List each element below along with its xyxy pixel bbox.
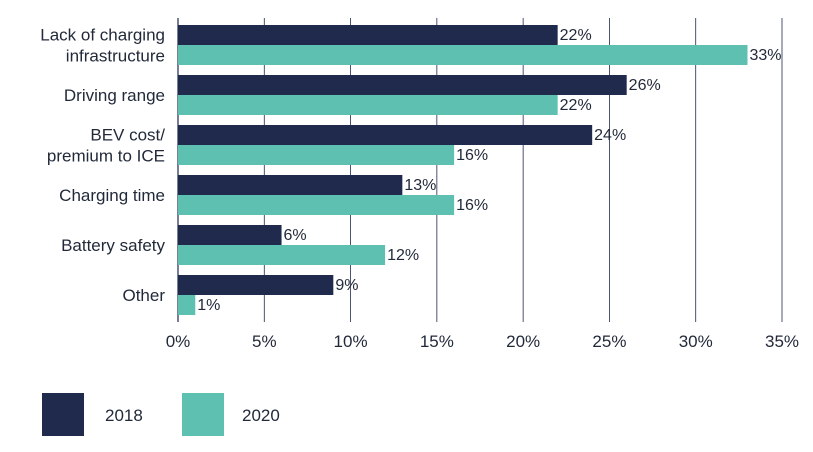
x-tick-label: 30%: [679, 332, 713, 351]
bar-2020: [178, 145, 455, 165]
x-tick-label: 10%: [334, 332, 368, 351]
data-label: 12%: [387, 247, 419, 264]
bar-2018: [178, 75, 627, 95]
data-label: 6%: [284, 227, 307, 244]
x-tick-label: 15%: [420, 332, 454, 351]
data-labels: 22%33%26%22%24%16%13%16%6%12%9%1%: [197, 27, 781, 314]
x-axis-tick-labels: 0% 5% 10% 15% 20% 25% 30% 35%: [166, 332, 799, 351]
bar-2020: [178, 45, 748, 65]
category-label: BEV cost/: [90, 126, 165, 145]
category-label: Driving range: [64, 86, 165, 105]
legend-label-2020: 2020: [242, 406, 280, 425]
bar-2020: [178, 195, 455, 215]
bar-2018: [178, 275, 334, 295]
gridlines: [177, 18, 783, 322]
x-tick-label: 35%: [765, 332, 799, 351]
bar-2020: [178, 295, 196, 315]
x-tick-label: 20%: [506, 332, 540, 351]
data-label: 26%: [629, 77, 661, 94]
legend-swatch-2020: [182, 393, 224, 436]
x-tick-label: 5%: [252, 332, 277, 351]
data-label: 33%: [749, 47, 781, 64]
category-label: Charging time: [59, 186, 165, 205]
bar-2018: [178, 175, 403, 195]
legend: 2018 2020: [42, 393, 280, 436]
x-tick-label: 25%: [592, 332, 626, 351]
data-label: 24%: [594, 127, 626, 144]
data-label: 22%: [560, 27, 592, 44]
bar-2018: [178, 25, 558, 45]
category-label: Battery safety: [61, 236, 165, 255]
data-label: 16%: [456, 197, 488, 214]
bar-2018: [178, 225, 282, 245]
category-label: Lack of charging: [40, 26, 165, 45]
data-label: 16%: [456, 147, 488, 164]
legend-label-2018: 2018: [105, 406, 143, 425]
category-label: premium to ICE: [47, 147, 165, 166]
bar-2018: [178, 125, 593, 145]
bar-2020: [178, 245, 386, 265]
data-label: 1%: [197, 297, 220, 314]
bars: [178, 25, 748, 315]
data-label: 9%: [335, 277, 358, 294]
category-labels: Lack of charging infrastructure Driving ra…: [40, 26, 165, 306]
category-label: infrastructure: [66, 47, 165, 66]
category-label: Other: [122, 286, 165, 305]
x-tick-label: 0%: [166, 332, 191, 351]
legend-swatch-2018: [42, 393, 84, 436]
data-label: 22%: [560, 97, 592, 114]
bar-2020: [178, 95, 558, 115]
data-label: 13%: [404, 177, 436, 194]
